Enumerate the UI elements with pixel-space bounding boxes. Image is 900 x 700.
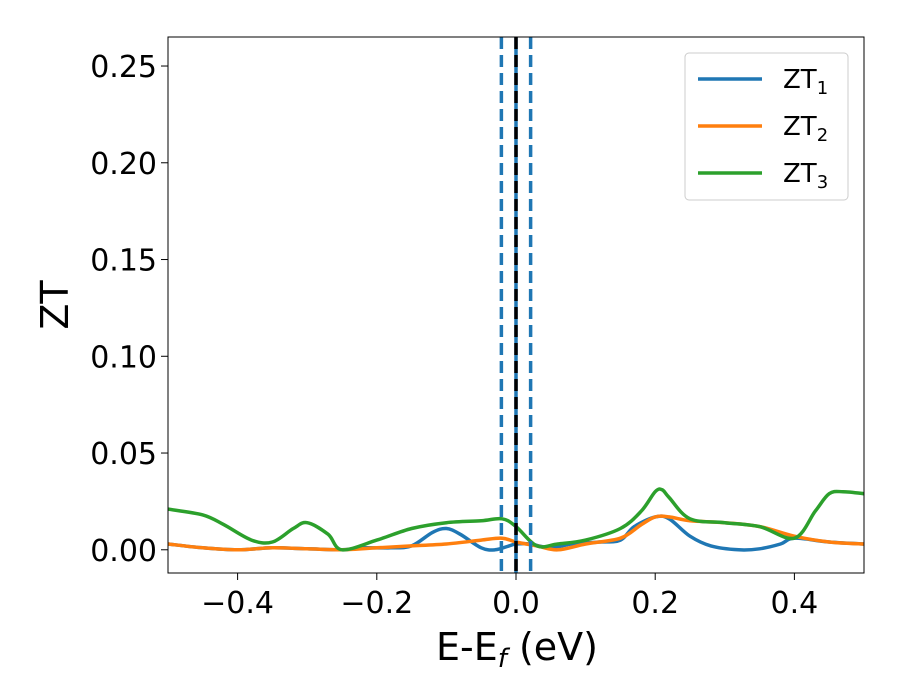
legend-label-1: ZT1: [783, 65, 828, 99]
legend: ZT1 ZT2 ZT3: [684, 52, 849, 201]
y-tick-label: 0.05: [90, 437, 157, 472]
legend-label-3: ZT3: [783, 159, 828, 193]
x-axis-label-base: E-E: [436, 625, 498, 669]
y-axis-label: ZT: [33, 280, 77, 330]
x-tick-label: 0.2: [631, 586, 679, 621]
x-tick-label: −0.4: [201, 586, 274, 621]
y-tick-label: 0.00: [90, 534, 157, 569]
plot-lines-layer: [168, 37, 864, 573]
legend-label-2: ZT2: [783, 112, 828, 146]
x-axis-label: E-Ef (eV): [436, 625, 598, 674]
x-axis-label-unit: (eV): [507, 625, 598, 669]
y-tick-label: 0.25: [90, 50, 157, 85]
x-tick-label: 0.0: [492, 586, 540, 621]
legend-box: [684, 52, 849, 201]
y-tick-label: 0.10: [90, 340, 157, 375]
y-tick-label: 0.15: [90, 244, 157, 279]
x-tick-label: −0.2: [340, 586, 413, 621]
y-tick-label: 0.20: [90, 147, 157, 182]
axes-ticks-layer: −0.4 −0.2 0.0 0.2 0.4 0.00 0.05 0.10 0.15 0.20 0.2…: [90, 50, 818, 621]
x-tick-label: 0.4: [771, 586, 819, 621]
series-line-3: [168, 487, 864, 552]
